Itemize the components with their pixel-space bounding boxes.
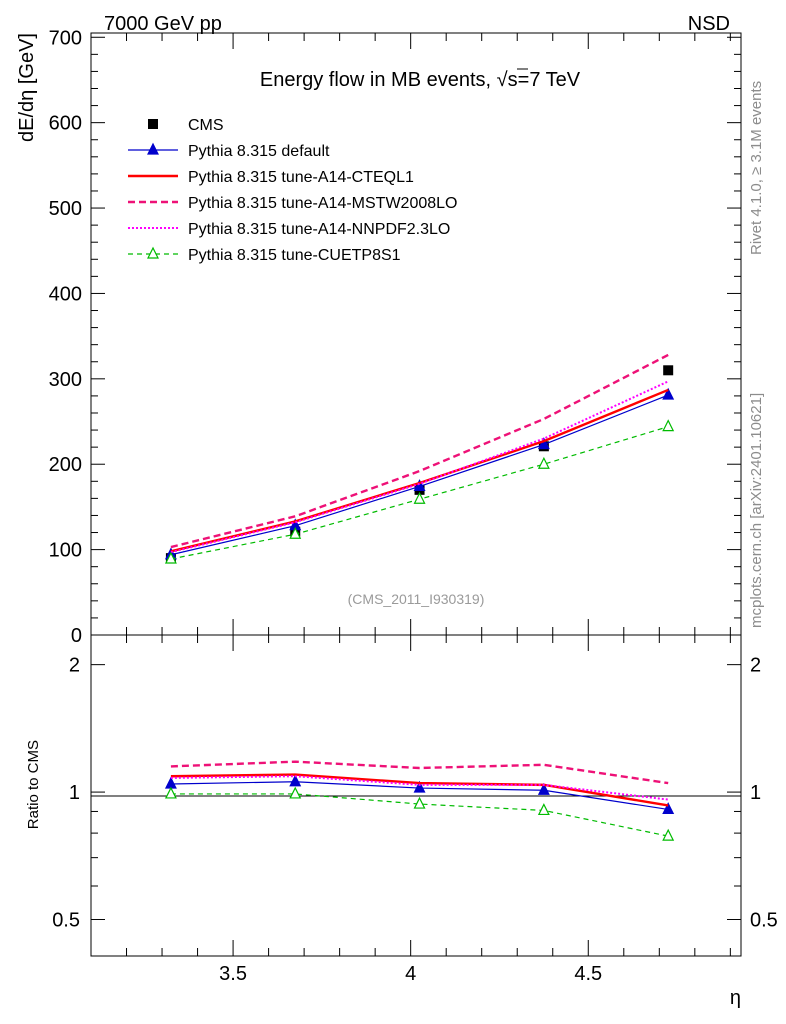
- ratio-point-default: [537, 782, 550, 795]
- ratio-ytick-label-right: 2: [750, 655, 761, 677]
- ratio-ytick-label-left: 1: [69, 782, 80, 804]
- ratio-line-nnpdf: [170, 775, 669, 801]
- ratio-ytick-label-left: 0.5: [52, 910, 80, 932]
- main-ytick-label: 200: [49, 454, 82, 476]
- legend-label-default: Pythia 8.315 default: [188, 143, 330, 160]
- main-line-mstw: [170, 353, 669, 549]
- chart-title-sqrt: √: [497, 69, 508, 91]
- analysis-watermark: (CMS_2011_I930319): [348, 591, 485, 607]
- header-right: NSD: [688, 13, 730, 35]
- mcplots-side-label: mcplots.cern.ch [arXiv:2401.10621]: [748, 393, 765, 628]
- main-point-cuetp8s1: [537, 456, 550, 469]
- ratio-ytick-label-left: 2: [69, 655, 80, 677]
- main-point-default: [662, 387, 675, 400]
- main-point-default: [413, 479, 426, 492]
- legend-marker-default: [147, 142, 159, 155]
- ratio-point-cuetp8s1: [164, 786, 177, 799]
- main-series-group: [164, 353, 675, 564]
- x-tick-label: 4.5: [574, 963, 602, 985]
- main-point-cuetp8s1: [413, 491, 426, 504]
- main-point-cuetp8s1: [289, 526, 302, 539]
- ratio-line-cuetp8s1: [170, 793, 669, 837]
- ratio-point-default: [413, 780, 426, 793]
- main-point-cuetp8s1: [164, 551, 177, 564]
- ratio-point-cuetp8s1: [537, 803, 550, 816]
- main-panel: 0 100 200 300 400 500 600 700 dE/dη [GeV] Energ…: [16, 27, 742, 647]
- legend-marker-cuetp8s1: [147, 246, 159, 259]
- legend-marker-cms: [148, 119, 158, 129]
- ratio-line-mstw: [170, 760, 669, 785]
- main-ytick-label: 500: [49, 198, 82, 220]
- ratio-point-cuetp8s1: [413, 796, 426, 809]
- ratio-point-cuetp8s1: [289, 786, 302, 799]
- x-axis-label: η: [730, 987, 741, 1009]
- main-point-cuetp8s1: [662, 419, 675, 432]
- ratio-point-default: [289, 774, 302, 787]
- ratio-ytick-label-right: 1: [750, 782, 761, 804]
- x-tick-labels: 3.5 4 4.5: [219, 963, 602, 985]
- main-y-axis-label: dE/dη [GeV]: [16, 33, 38, 142]
- legend-label-nnpdf: Pythia 8.315 tune-A14-NNPDF2.3LO: [188, 221, 450, 238]
- x-tick-label: 3.5: [219, 963, 247, 985]
- chart-title-suffix: s=7 TeV: [508, 69, 581, 91]
- chart-title-prefix: Energy flow in MB events,: [260, 69, 497, 91]
- header-left: 7000 GeV pp: [104, 13, 222, 35]
- main-point-default: [537, 437, 550, 450]
- main-ytick-label: 0: [71, 625, 82, 647]
- ratio-point-cuetp8s1: [662, 828, 675, 841]
- main-line-default: [170, 394, 669, 556]
- main-line-nnpdf: [170, 380, 669, 554]
- legend-label-cuetp8s1: Pythia 8.315 tune-CUETP8S1: [188, 247, 401, 264]
- main-ytick-label: 300: [49, 369, 82, 391]
- main-point-cms: [663, 365, 674, 376]
- main-axis-ticks: [90, 33, 741, 636]
- legend-label-mstw: Pythia 8.315 tune-A14-MSTW2008LO: [188, 195, 457, 212]
- ratio-point-default: [164, 776, 177, 789]
- main-ytick-label: 700: [49, 27, 82, 49]
- ratio-y-tick-labels: 0.5 0.5 1 1 2 2: [52, 655, 778, 932]
- ratio-ytick-label-right: 0.5: [750, 910, 778, 932]
- chart-title: Energy flow in MB events, √s=7 TeV: [260, 69, 581, 91]
- ratio-point-default: [662, 802, 675, 815]
- main-y-tick-labels: 0 100 200 300 400 500 600 700: [49, 27, 82, 647]
- ratio-series-group: [164, 760, 675, 841]
- rivet-side-label: Rivet 4.1.0, ≥ 3.1M events: [748, 81, 765, 255]
- ratio-axis-ticks: [90, 635, 741, 956]
- main-ytick-label: 100: [49, 540, 82, 562]
- main-ytick-label: 600: [49, 113, 82, 135]
- ratio-panel: 0.5 0.5 1 1 2 2 3.5 4 4.5 Ratio to CMS η: [25, 634, 778, 1009]
- legend-label-cteql1: Pythia 8.315 tune-A14-CTEQL1: [188, 169, 414, 186]
- legend-label-cms: CMS: [188, 117, 224, 134]
- main-line-cteql1: [170, 388, 669, 553]
- legend: CMS Pythia 8.315 default Pythia 8.315 tune…: [128, 117, 457, 264]
- ratio-line-cteql1: [170, 773, 669, 807]
- main-ytick-label: 400: [49, 283, 82, 305]
- x-tick-label: 4: [405, 963, 416, 985]
- ratio-y-axis-label: Ratio to CMS: [25, 740, 42, 829]
